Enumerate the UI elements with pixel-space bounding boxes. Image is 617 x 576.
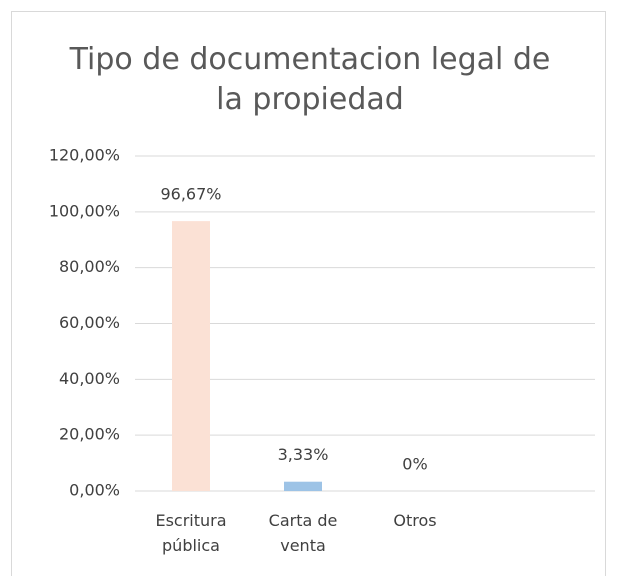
x-tick-label: Carta de venta xyxy=(268,511,338,555)
y-tick-label: 100,00% xyxy=(49,201,120,220)
bar xyxy=(284,481,322,491)
x-tick-label: Escritura pública xyxy=(155,511,227,555)
y-tick-label: 40,00% xyxy=(59,369,120,388)
data-label: 3,33% xyxy=(278,445,329,464)
y-tick-label: 0,00% xyxy=(69,481,120,500)
y-tick-label: 20,00% xyxy=(59,425,120,444)
chart-title: Tipo de documentacion legal de la propie… xyxy=(69,42,551,117)
x-tick-label: Otros xyxy=(393,511,437,530)
y-tick-label: 80,00% xyxy=(59,257,120,276)
data-label: 96,67% xyxy=(160,185,221,204)
bar xyxy=(172,221,210,491)
data-label: 0% xyxy=(402,455,427,474)
y-tick-label: 120,00% xyxy=(49,146,120,165)
y-tick-label: 60,00% xyxy=(59,313,120,332)
